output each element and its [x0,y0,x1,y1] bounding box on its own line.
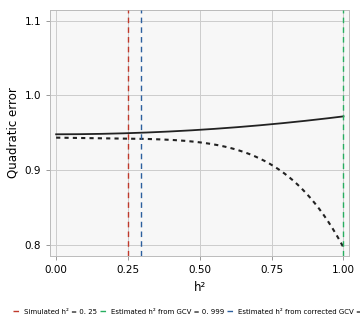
X-axis label: h²: h² [194,281,206,293]
Y-axis label: Quadratic error: Quadratic error [6,87,19,178]
Legend: Simulated h² = 0. 25, Estimated h² from GCV = 0. 999, Estimated h² from correcte: Simulated h² = 0. 25, Estimated h² from … [13,309,360,315]
